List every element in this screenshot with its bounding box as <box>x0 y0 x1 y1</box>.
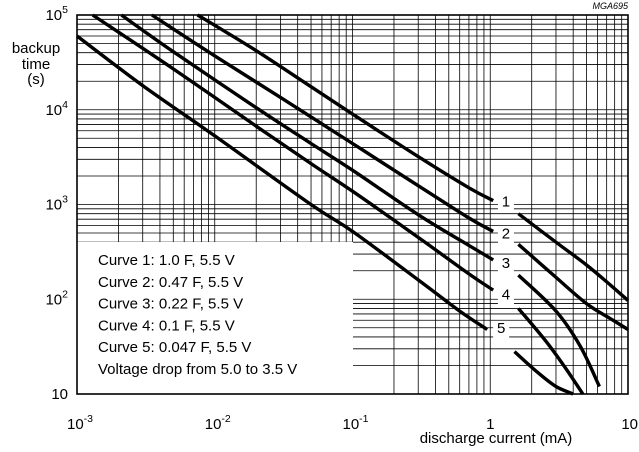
y-axis-label-line: time <box>22 56 50 73</box>
curve-label-2: 2 <box>502 225 510 242</box>
series-line-5 <box>75 34 489 331</box>
legend: Curve 1: 1.0 F, 5.5 V Curve 2: 0.47 F, 5.… <box>98 252 297 378</box>
curve-labels: 1 2 3 4 5 <box>493 194 514 339</box>
plot-frame <box>76 14 629 395</box>
y-tick-label: 10 <box>51 386 68 403</box>
y-tick-label: 102 <box>45 288 68 308</box>
curve-label-background <box>493 321 510 339</box>
tick-labels: 10-3 10-2 10-1 1 10 10 102 103 104 105 <box>45 4 638 433</box>
series-line-1 <box>196 13 494 203</box>
curve-label-5: 5 <box>497 320 505 337</box>
series-line-1 <box>517 212 630 302</box>
curve-label-background <box>497 226 514 244</box>
curve-label-background <box>497 194 514 212</box>
legend-entry: Voltage drop from 5.0 to 3.5 V <box>98 361 297 378</box>
y-tick-label: 104 <box>45 99 68 119</box>
curve-label-background <box>497 255 514 273</box>
curve-label-1: 1 <box>502 194 510 211</box>
legend-background <box>77 242 353 394</box>
legend-entry: Curve 5: 0.047 F, 5.5 V <box>98 339 251 356</box>
series-line-3 <box>517 273 601 388</box>
x-axis-label: discharge current (mA) <box>420 430 573 447</box>
curve-label-4: 4 <box>502 286 510 303</box>
x-tick-label: 10-2 <box>205 413 231 433</box>
y-tick-label: 103 <box>45 194 68 214</box>
series-line-2 <box>517 243 629 331</box>
x-tick-label: 10 <box>621 416 638 433</box>
x-tick-label: 10-3 <box>67 413 93 433</box>
y-tick-label: 105 <box>45 4 68 24</box>
series-line-5 <box>513 350 574 396</box>
series-line-4 <box>517 307 585 395</box>
legend-entry: Curve 4: 0.1 F, 5.5 V <box>98 317 235 334</box>
legend-entry: Curve 3: 0.22 F, 5.5 V <box>98 296 243 313</box>
x-tick-label: 10-1 <box>342 413 368 433</box>
figure-code: MGA695 <box>592 1 629 11</box>
series-line-2 <box>150 13 495 233</box>
curve-label-3: 3 <box>502 255 510 272</box>
curves <box>75 13 630 396</box>
series-line-4 <box>91 13 495 292</box>
curve-label-background <box>497 287 514 305</box>
x-tick-label: 1 <box>486 416 494 433</box>
legend-entry: Curve 2: 0.47 F, 5.5 V <box>98 274 243 291</box>
y-axis-label-line: backup <box>12 40 60 57</box>
series-line-3 <box>120 13 495 262</box>
y-axis-label-line: (s) <box>27 71 45 88</box>
legend-entry: Curve 1: 1.0 F, 5.5 V <box>98 252 235 269</box>
